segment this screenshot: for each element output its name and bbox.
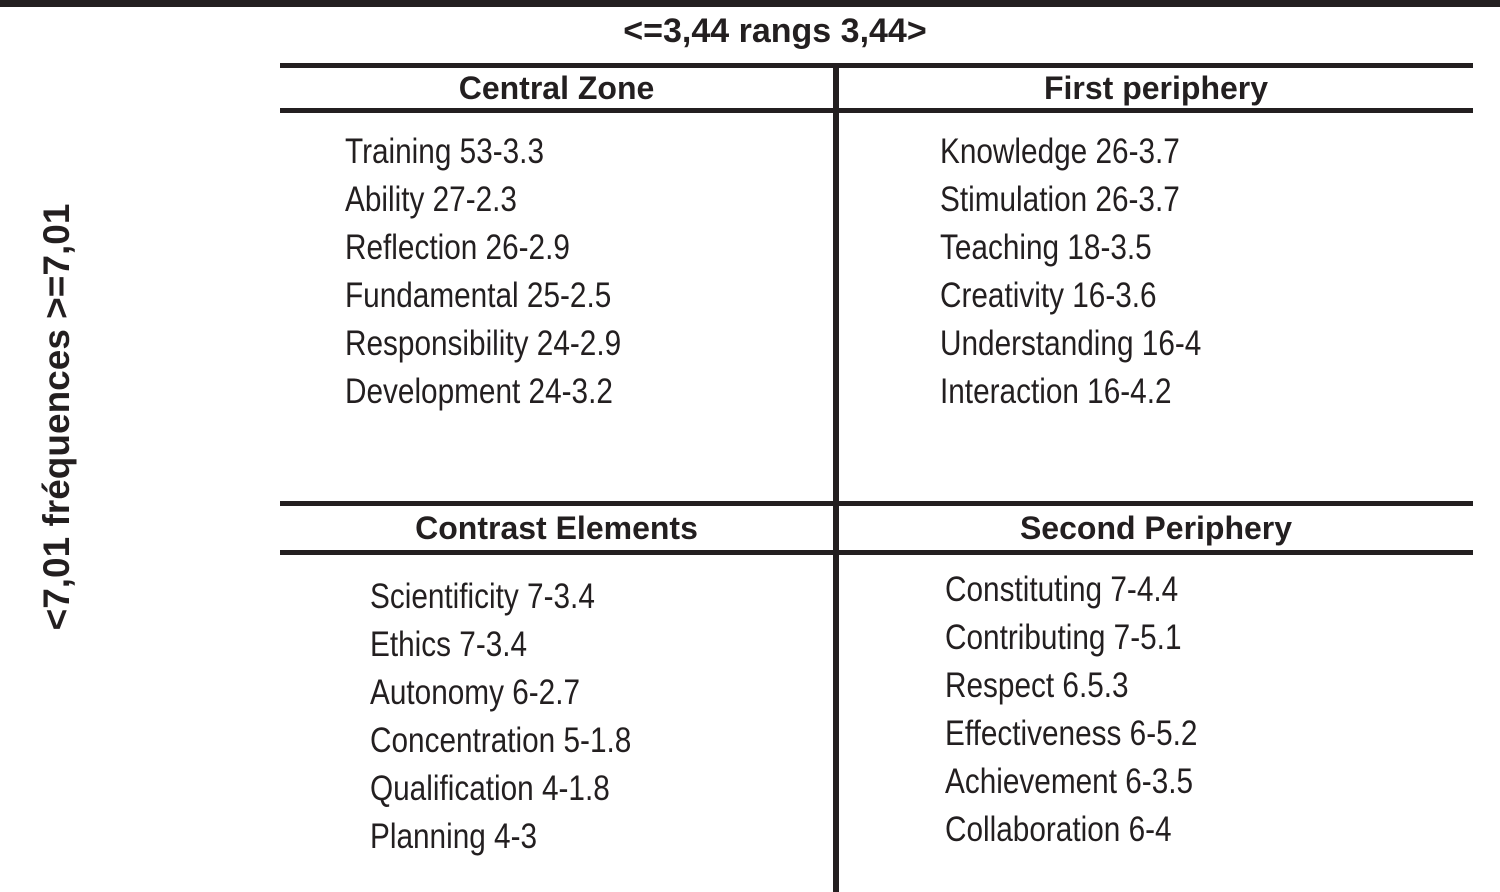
term-item: Collaboration 6-4 [945, 810, 1172, 849]
term-item: Ability 27-2.3 [345, 180, 517, 219]
frequency-axis-label: <7,01 fréquences >=7,01 [36, 203, 77, 631]
contrast-elements-list: Scientificity 7-3.4 Ethics 7-3.4 Autonom… [370, 573, 677, 861]
term-item: Reflection 26-2.9 [345, 228, 570, 267]
term-item: Responsibility 24-2.9 [345, 324, 622, 363]
term-item: Autonomy 6-2.7 [370, 673, 581, 712]
term-item: Concentration 5-1.8 [370, 721, 632, 760]
term-item: Knowledge 26-3.7 [940, 132, 1180, 171]
term-item: Scientificity 7-3.4 [370, 577, 595, 616]
term-item: Creativity 16-3.6 [940, 276, 1157, 315]
term-item: Constituting 7-4.4 [945, 570, 1179, 609]
term-item: Training 53-3.3 [345, 132, 545, 171]
quadrant-title-central-zone: Central Zone [458, 70, 655, 106]
header-top-rule-upper [280, 63, 1473, 68]
quadrant-vertical-divider [833, 63, 839, 892]
term-item: Respect 6.5.3 [945, 666, 1129, 705]
term-item: Qualification 4-1.8 [370, 769, 610, 808]
quadrant-title-second-periphery: Second Periphery [1019, 510, 1293, 546]
term-item: Effectiveness 6-5.2 [945, 714, 1198, 753]
header-bottom-rule-lower [280, 550, 1473, 555]
term-item: Teaching 18-3.5 [940, 228, 1152, 267]
header-bottom-rule-upper [280, 108, 1473, 113]
term-item: Stimulation 26-3.7 [940, 180, 1180, 219]
term-item: Achievement 6-3.5 [945, 762, 1194, 801]
central-zone-list: Training 53-3.3 Ability 27-2.3 Reflectio… [345, 128, 670, 416]
term-item: Development 24-3.2 [345, 372, 613, 411]
term-item: Planning 4-3 [370, 817, 538, 856]
term-item: Understanding 16-4 [940, 324, 1202, 363]
quadrant-title-contrast-elements: Contrast Elements [415, 510, 698, 546]
term-item: Fundamental 25-2.5 [345, 276, 612, 315]
term-item: Ethics 7-3.4 [370, 625, 528, 664]
header-top-rule-lower [280, 501, 1473, 506]
term-item: Interaction 16-4.2 [940, 372, 1172, 411]
first-periphery-list: Knowledge 26-3.7 Stimulation 26-3.7 Teac… [940, 128, 1247, 416]
second-periphery-list: Constituting 7-4.4 Contributing 7-5.1 Re… [945, 566, 1242, 854]
top-border-bar [0, 0, 1500, 7]
rank-axis-label: <=3,44 rangs 3,44> [623, 12, 927, 50]
quadrant-title-first-periphery: First periphery [1043, 70, 1269, 106]
term-item: Contributing 7-5.1 [945, 618, 1182, 657]
